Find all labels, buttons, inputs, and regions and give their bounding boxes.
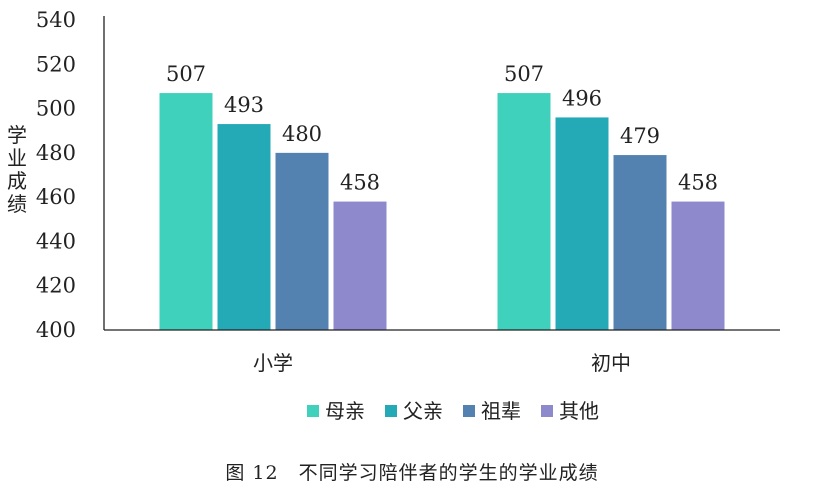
y-axis-title-char: 学 bbox=[7, 123, 27, 147]
y-axis-title-char: 业 bbox=[7, 146, 27, 170]
data-label: 480 bbox=[282, 122, 322, 146]
y-tick-label: 400 bbox=[36, 318, 76, 342]
bar bbox=[555, 117, 609, 330]
data-label: 493 bbox=[224, 93, 264, 117]
y-axis-title: 学业成绩 bbox=[7, 123, 27, 216]
y-tick-label: 480 bbox=[36, 141, 76, 165]
bar bbox=[275, 152, 329, 330]
legend-label: 其他 bbox=[559, 399, 599, 423]
data-label: 458 bbox=[340, 171, 380, 195]
legend-label: 祖辈 bbox=[481, 399, 521, 423]
bar bbox=[159, 93, 213, 330]
figure-caption: 图 12 不同学习陪伴者的学生的学业成绩 bbox=[225, 462, 599, 484]
legend-swatch bbox=[307, 405, 319, 417]
y-axis-ticks: 400 420 440 460 480 500 520 540 bbox=[36, 8, 76, 342]
y-tick-label: 460 bbox=[36, 185, 76, 209]
x-category-label: 初中 bbox=[591, 351, 631, 375]
data-label: 507 bbox=[504, 62, 544, 86]
bar bbox=[613, 155, 667, 330]
data-label: 507 bbox=[166, 62, 206, 86]
legend-swatch bbox=[385, 405, 397, 417]
data-labels: 507 493 480 458 507 496 479 458 bbox=[166, 62, 718, 195]
y-tick-label: 500 bbox=[36, 97, 76, 121]
bar bbox=[671, 201, 725, 330]
legend-swatch bbox=[463, 405, 475, 417]
y-tick-label: 520 bbox=[36, 52, 76, 76]
data-label: 479 bbox=[620, 124, 660, 148]
y-tick-label: 420 bbox=[36, 274, 76, 298]
y-axis-title-char: 绩 bbox=[7, 192, 27, 216]
data-label: 496 bbox=[562, 86, 602, 110]
x-axis-categories: 小学 初中 bbox=[253, 351, 631, 375]
legend-swatch bbox=[541, 405, 553, 417]
bar bbox=[333, 201, 387, 330]
legend-label: 母亲 bbox=[325, 399, 365, 423]
y-tick-label: 540 bbox=[36, 8, 76, 32]
y-axis-title-char: 成 bbox=[7, 169, 27, 193]
bar bbox=[217, 124, 271, 330]
y-tick-label: 440 bbox=[36, 229, 76, 253]
data-label: 458 bbox=[678, 171, 718, 195]
legend: 母亲 父亲 祖辈 其他 bbox=[307, 399, 599, 423]
bars bbox=[159, 93, 725, 330]
legend-label: 父亲 bbox=[403, 399, 443, 423]
bar bbox=[497, 93, 551, 330]
x-category-label: 小学 bbox=[253, 351, 293, 375]
